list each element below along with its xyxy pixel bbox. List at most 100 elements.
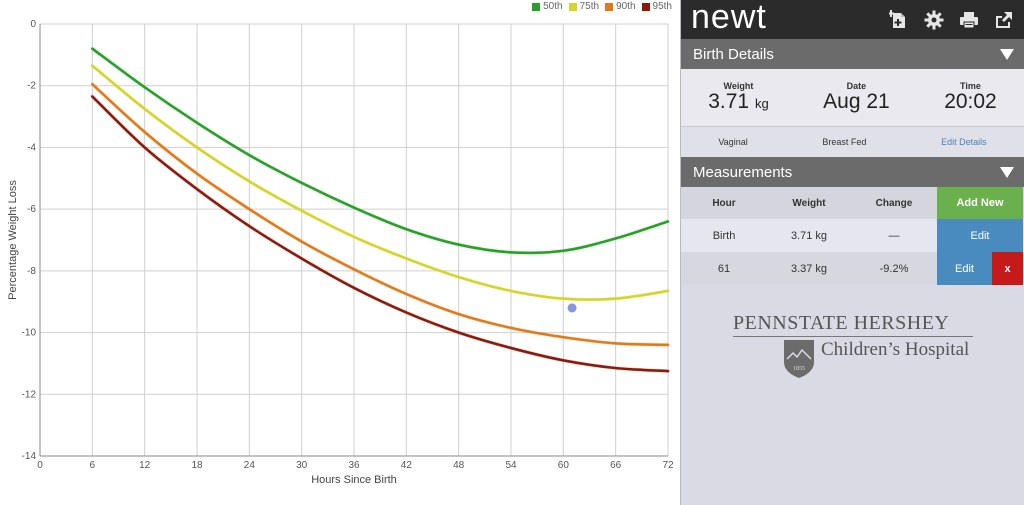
x-tick-label: 6 xyxy=(90,460,96,471)
series-line-50th xyxy=(91,47,670,255)
birth-time-value: 20:02 xyxy=(944,90,997,113)
legend-label: 75th xyxy=(579,1,600,12)
x-tick-label: 42 xyxy=(401,460,413,471)
row-change: -9.2% xyxy=(879,262,909,275)
hospital-subtitle: Children’s Hospital xyxy=(821,339,970,360)
series-line-75th xyxy=(91,64,670,301)
series-line-75th-glow xyxy=(90,63,670,302)
top-bar: newt xyxy=(681,0,1024,39)
chart-legend: 50th 75th 90th 95th xyxy=(532,1,672,12)
x-tick-label: 36 xyxy=(348,460,360,471)
hospital-logo: PENNSTATE HERSHEY 1855 Children’s Hospit… xyxy=(733,312,973,379)
series-line-50th-glow xyxy=(90,46,670,255)
row-hour: Birth xyxy=(712,229,736,242)
birth-date-value: Aug 21 xyxy=(823,90,890,113)
legend-label: 50th xyxy=(543,1,563,12)
edit-button[interactable]: Edit xyxy=(937,219,1023,252)
weight-loss-chart: 0 6 12 18 24 30 36 42 48 54 60 66 72 0 -2 -4 -6 -8 -10 -12 -… xyxy=(7,1,674,486)
x-tick-label: 30 xyxy=(296,460,308,471)
legend-label: 95th xyxy=(652,1,672,12)
birth-time-label: Time xyxy=(960,81,981,91)
seal-year: 1855 xyxy=(793,366,805,372)
hospital-name: PENNSTATE HERSHEY xyxy=(733,312,973,337)
x-tick-label: 66 xyxy=(610,460,622,471)
legend-swatch xyxy=(532,2,541,11)
series-line-90th-glow xyxy=(90,82,670,347)
share-icon[interactable] xyxy=(992,8,1016,32)
col-change: Change xyxy=(875,197,913,209)
add-new-button[interactable]: Add New xyxy=(937,187,1023,219)
x-tick-label: 54 xyxy=(505,460,517,471)
shield-icon: 1855 xyxy=(784,340,814,378)
col-hour: Hour xyxy=(712,197,736,209)
legend-item: 75th xyxy=(568,1,600,12)
measurements-table-header: Hour Weight Change Add New xyxy=(681,187,1024,219)
x-tick-label: 0 xyxy=(37,460,43,471)
print-icon[interactable] xyxy=(957,8,981,32)
row-weight: 3.37 kg xyxy=(790,262,828,275)
x-tick-label: 18 xyxy=(191,460,203,471)
chevron-down-icon xyxy=(1000,48,1014,60)
row-change: — xyxy=(888,229,900,242)
legend-item: 95th xyxy=(641,1,672,12)
birth-weight: Weight 3.71 kg xyxy=(708,81,768,115)
y-tick-label: -4 xyxy=(27,142,36,153)
birth-date-label: Date xyxy=(846,81,867,91)
birth-date: Date Aug 21 xyxy=(823,81,890,113)
series-line-95th-glow xyxy=(90,94,670,373)
x-tick-label: 60 xyxy=(558,460,570,471)
birth-weight-value: 3.71 xyxy=(708,90,750,113)
legend-swatch xyxy=(641,2,650,11)
measurements-header[interactable]: Measurements xyxy=(681,157,1024,187)
y-tick-label: 0 xyxy=(30,19,36,30)
measurements-title: Measurements xyxy=(693,163,793,181)
y-tick-label: -10 xyxy=(22,328,37,339)
birth-weight-unit: kg xyxy=(754,96,769,111)
delete-button[interactable]: x xyxy=(992,252,1023,285)
x-tick-label: 72 xyxy=(662,460,674,471)
birth-details-title: Birth Details xyxy=(693,45,774,63)
toolbar-icons xyxy=(887,8,1016,32)
birth-time: Time 20:02 xyxy=(944,81,997,113)
app-logo: newt xyxy=(691,0,767,36)
legend-swatch xyxy=(568,2,577,11)
x-tick-label: 48 xyxy=(453,460,465,471)
measurement-point xyxy=(567,303,577,313)
y-axis-label: Percentage Weight Loss xyxy=(7,180,19,300)
series-line-95th xyxy=(91,95,670,373)
y-tick-label: -6 xyxy=(27,204,36,215)
feeding-type: Breast Fed xyxy=(822,137,867,147)
legend-item: 90th xyxy=(605,1,636,12)
x-axis-label: Hours Since Birth xyxy=(311,474,397,486)
birth-details-extra: Vaginal Breast Fed Edit Details xyxy=(681,127,1024,157)
edit-details-link[interactable]: Edit Details xyxy=(941,137,987,147)
chevron-down-icon xyxy=(1000,166,1014,178)
legend-swatch xyxy=(605,2,614,11)
table-row: 61 3.37 kg -9.2% Edit x xyxy=(681,252,1024,285)
row-hour: 61 xyxy=(717,262,731,275)
birth-weight-label: Weight xyxy=(723,81,754,91)
side-panel: newt Birth Details xyxy=(680,0,1024,505)
y-tick-label: -14 xyxy=(22,451,37,462)
y-tick-label: -8 xyxy=(27,266,36,277)
legend-item: 50th xyxy=(532,1,563,12)
delivery-type: Vaginal xyxy=(718,137,748,147)
hospital-sub: 1855 Children’s Hospital xyxy=(783,339,973,379)
y-tick-label: -2 xyxy=(27,81,36,92)
col-weight: Weight xyxy=(792,197,826,209)
birth-details-card: Weight 3.71 kg Date Aug 21 Time 20:02 xyxy=(681,69,1024,127)
series-line-90th xyxy=(91,82,670,347)
x-tick-label: 24 xyxy=(244,460,256,471)
edit-button[interactable]: Edit xyxy=(937,252,992,285)
row-weight: 3.71 kg xyxy=(790,229,828,242)
legend-label: 90th xyxy=(616,1,636,12)
y-tick-label: -12 xyxy=(22,389,37,400)
chart-svg: 0 6 12 18 24 30 36 42 48 54 60 66 72 0 -2 -4 -6 -8 -10 -12 -… xyxy=(7,19,674,486)
birth-weight-value-wrap: 3.71 kg xyxy=(708,91,768,115)
birth-details-header[interactable]: Birth Details xyxy=(681,39,1024,69)
add-page-icon[interactable] xyxy=(887,8,911,32)
gear-icon[interactable] xyxy=(922,8,946,32)
x-tick-label: 12 xyxy=(139,460,151,471)
table-row: Birth 3.71 kg — Edit xyxy=(681,219,1024,252)
